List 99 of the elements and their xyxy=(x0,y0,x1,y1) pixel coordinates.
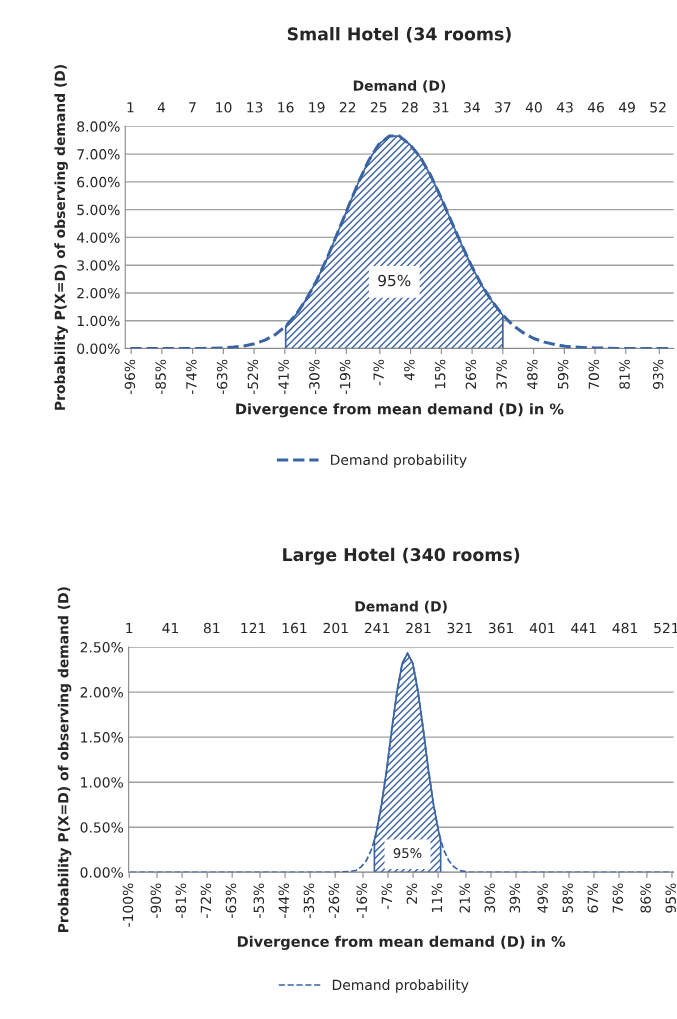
chart-title: Small Hotel (34 rooms) xyxy=(287,27,511,43)
x-tick-label: -96% xyxy=(124,359,136,395)
x-tick-label: 58% xyxy=(562,883,573,913)
x2-tick-label: 401 xyxy=(529,622,555,634)
x-tick-label: -52% xyxy=(247,359,259,395)
x-axis-title: Divergence from mean demand (D) in % xyxy=(237,935,566,950)
x2-tick-label: 121 xyxy=(241,622,266,634)
y-tick-label: 5.00% xyxy=(77,204,120,216)
x-tick-label: 21% xyxy=(459,883,471,913)
x2-tick-label: 16 xyxy=(278,102,294,113)
x2-tick-label: 25 xyxy=(370,102,387,113)
legend-label: Demand probability xyxy=(332,979,469,993)
x2-axis-title: Demand (D) xyxy=(353,80,446,93)
y-axis-title: Probability P(X=D) of observing demand (D) xyxy=(57,587,72,933)
annotation: 95% xyxy=(393,848,422,859)
x2-tick-label: 161 xyxy=(282,622,307,634)
x-tick-label: 48% xyxy=(527,359,538,390)
x-tick-label: -19% xyxy=(339,359,351,395)
x-tick-label: -74% xyxy=(186,359,197,395)
x-tick-label: 49% xyxy=(537,883,548,913)
x2-tick-label: 19 xyxy=(309,102,325,113)
x2-tick-label: 37 xyxy=(495,102,511,113)
x-tick-label: -35% xyxy=(303,883,315,918)
x-tick-label: -100% xyxy=(122,883,134,927)
x-tick-label: 2% xyxy=(406,883,418,904)
x-tick-label: -7% xyxy=(381,883,393,910)
x-tick-label: -63% xyxy=(216,359,228,395)
x-tick-label: 37% xyxy=(496,359,507,389)
y-axis-title: Probability P(X=D) of observing demand (D) xyxy=(54,65,68,410)
x-tick-label: 59% xyxy=(557,359,569,389)
x-tick-label: -16% xyxy=(356,883,368,918)
x2-tick-label: 1 xyxy=(126,622,133,634)
x2-tick-label: 49 xyxy=(618,102,635,113)
y-tick-label: 0.50% xyxy=(80,822,123,833)
x2-tick-label: 10 xyxy=(216,102,232,113)
x-tick-label: -72% xyxy=(200,883,212,918)
x-tick-label: 39% xyxy=(509,883,521,913)
x-tick-label: 76% xyxy=(612,883,624,913)
x-tick-label: -85% xyxy=(155,359,166,395)
x2-tick-label: 441 xyxy=(571,622,596,634)
x2-tick-label: 22 xyxy=(339,102,356,113)
y-tick-label: 2.50% xyxy=(80,642,123,653)
y-tick-label: 2.00% xyxy=(80,687,123,698)
y-tick-label: 0.00% xyxy=(80,867,123,878)
x2-tick-label: 31 xyxy=(433,102,449,113)
x-axis-title: Divergence from mean demand (D) in % xyxy=(236,403,564,418)
x2-tick-label: 321 xyxy=(447,622,472,634)
x2-axis-title: Demand (D) xyxy=(355,600,447,614)
x2-tick-label: 40 xyxy=(525,102,542,113)
x-tick-label: 86% xyxy=(640,883,651,913)
y-tick-label: 1.00% xyxy=(77,315,120,327)
x2-tick-label: 241 xyxy=(364,622,390,634)
x2-tick-label: 81 xyxy=(203,622,220,634)
x2-tick-label: 4 xyxy=(157,102,166,113)
x2-tick-label: 28 xyxy=(401,102,418,113)
x-tick-label: 15% xyxy=(434,359,446,389)
y-tick-label: 1.00% xyxy=(81,777,123,788)
x2-tick-label: 34 xyxy=(464,102,480,113)
x2-tick-label: 43 xyxy=(556,102,573,113)
y-tick-label: 2.00% xyxy=(77,287,120,299)
chart-title: Large Hotel (340 rooms) xyxy=(283,547,520,565)
x-tick-label: 11% xyxy=(431,883,443,913)
x2-tick-label: 281 xyxy=(406,622,431,634)
x-tick-label: 93% xyxy=(652,359,664,389)
x-tick-label: 95% xyxy=(665,883,676,913)
x-tick-label: -90% xyxy=(150,883,162,918)
y-tick-label: 8.00% xyxy=(77,121,120,132)
y-tick-label: 3.00% xyxy=(77,260,120,271)
x-tick-label: 81% xyxy=(619,359,630,389)
x2-tick-label: 1 xyxy=(127,102,134,113)
x2-tick-label: 361 xyxy=(488,622,514,634)
x-tick-label: 26% xyxy=(465,359,477,389)
x-tick-label: -41% xyxy=(278,359,289,395)
x2-tick-label: 7 xyxy=(189,102,196,113)
x-tick-label: -81% xyxy=(175,883,187,918)
x-tick-label: -30% xyxy=(309,359,320,395)
x-tick-label: -7% xyxy=(373,359,384,386)
x-tick-label: -26% xyxy=(328,883,340,918)
x-tick-label: -44% xyxy=(278,883,290,918)
x2-tick-label: 481 xyxy=(612,622,638,634)
x2-tick-label: 201 xyxy=(323,622,348,634)
y-tick-label: 1.50% xyxy=(81,732,123,743)
x-tick-label: 70% xyxy=(588,359,600,389)
x-tick-label: 4% xyxy=(404,359,415,381)
annotation: 95% xyxy=(378,274,411,287)
x-tick-label: 67% xyxy=(587,883,599,913)
y-tick-label: 0.00% xyxy=(77,343,120,354)
x2-tick-label: 52 xyxy=(650,102,666,113)
x2-tick-label: 46 xyxy=(587,102,604,113)
line-series xyxy=(128,134,671,349)
y-tick-label: 6.00% xyxy=(77,176,120,188)
y-tick-label: 7.00% xyxy=(77,149,120,160)
y-tick-label: 4.00% xyxy=(76,232,120,243)
legend-label: Demand probability xyxy=(331,454,467,468)
x-tick-label: 30% xyxy=(484,883,496,913)
x2-tick-label: 13 xyxy=(247,102,263,113)
x-tick-label: -53% xyxy=(253,883,265,918)
x-tick-label: -63% xyxy=(225,883,237,918)
x2-tick-label: 41 xyxy=(162,622,179,634)
